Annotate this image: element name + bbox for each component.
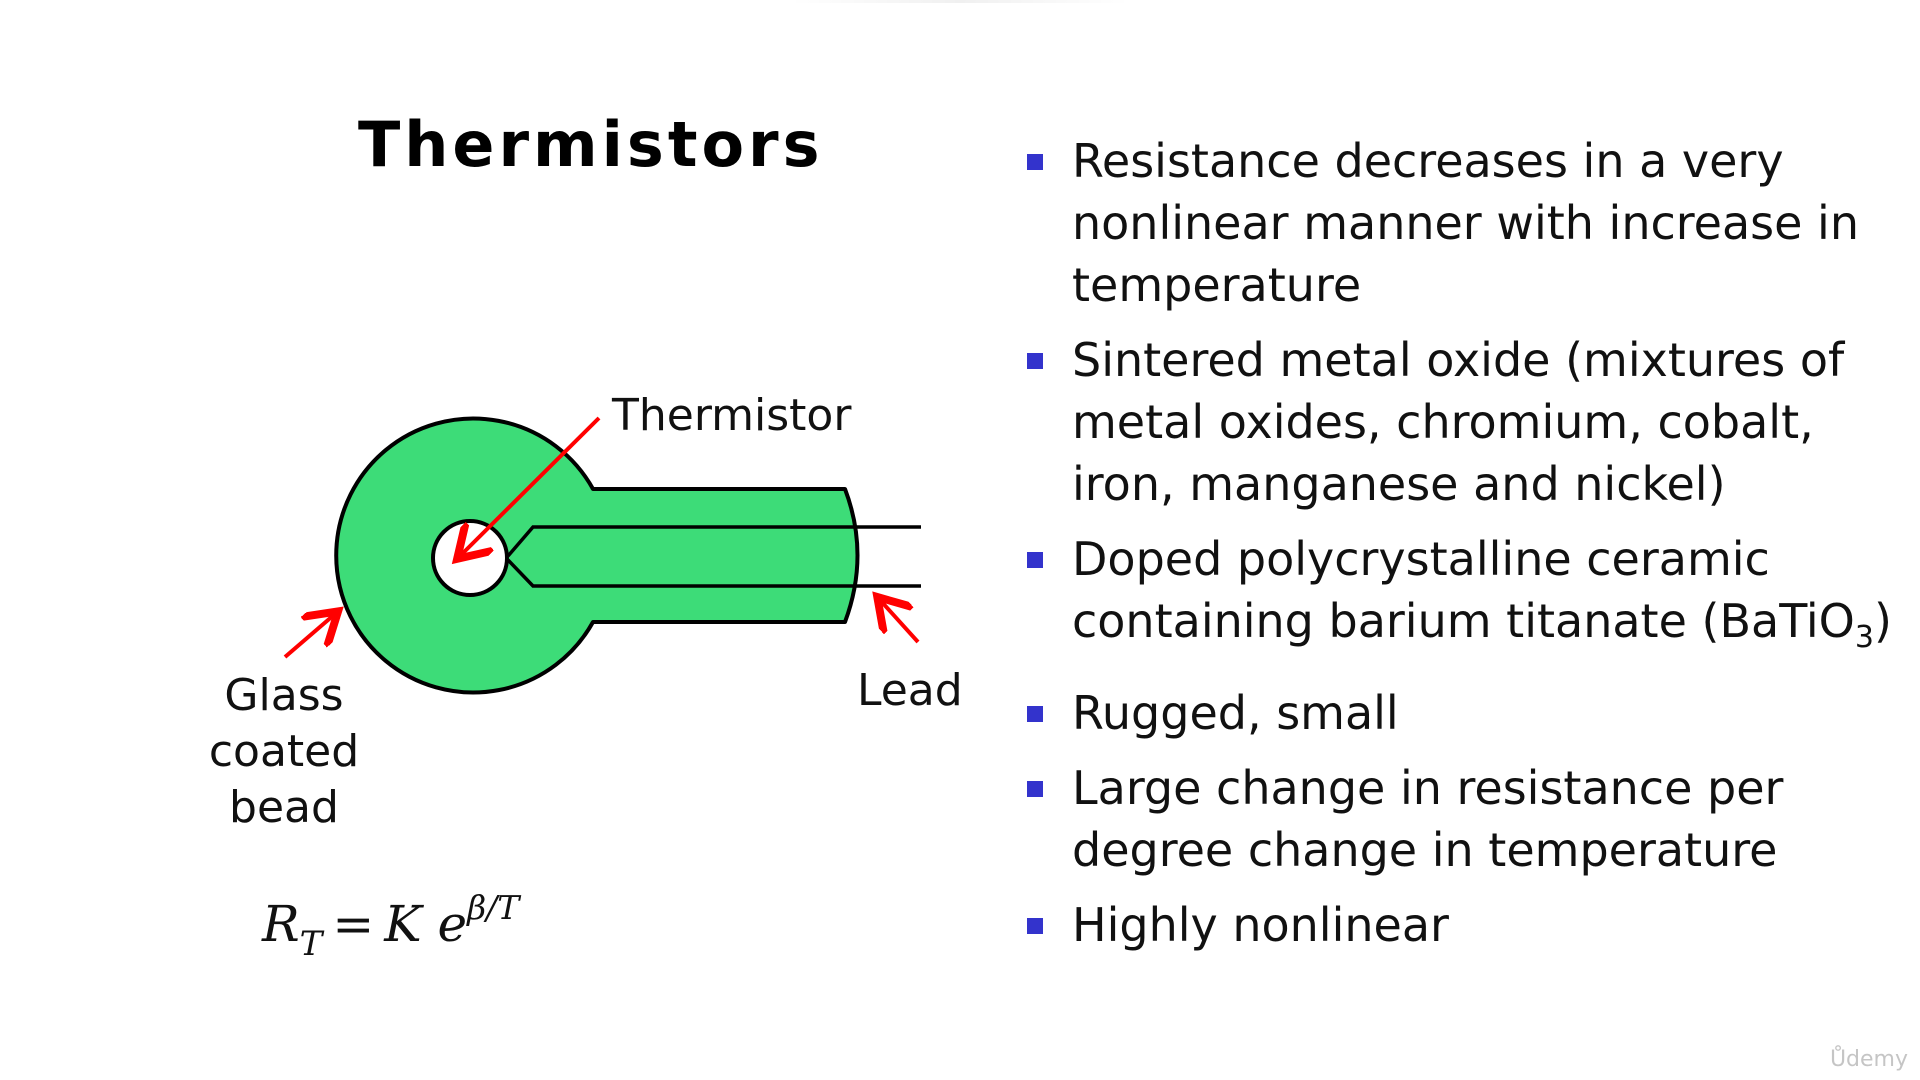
bullet-marker [1027, 781, 1043, 797]
bullet-item: Doped polycrystalline ceramic containing… [1020, 528, 1900, 669]
bullet-marker [1027, 918, 1043, 934]
bullet-item: Resistance decreases in a very nonlinear… [1020, 130, 1900, 316]
udemy-watermark: Ůdemy [1829, 1047, 1908, 1072]
slide-title: Thermistors [358, 108, 824, 181]
thermistor-diagram: Thermistor Glass coated bead Lead [209, 390, 963, 833]
glass-bead-arrow [283, 614, 335, 659]
formula-equals: = [332, 895, 375, 953]
glass-label-line1: Glass [224, 670, 343, 721]
lead-arrow [880, 600, 920, 644]
thermistor-arrow [460, 416, 601, 556]
bullet-text: Large change in resistance per degree ch… [1072, 761, 1784, 877]
bullet-item: Sintered metal oxide (mixtures of metal … [1020, 329, 1900, 515]
bullet-text: Rugged, small [1072, 686, 1399, 740]
bullet-marker [1027, 706, 1043, 722]
lead-wire-bottom [506, 558, 921, 588]
formula-rhs: K e [384, 895, 468, 953]
bullet-text: Doped polycrystalline ceramic containing… [1072, 532, 1855, 648]
bullet-text-end: ) [1873, 594, 1892, 648]
glass-label-line3: bead [229, 782, 339, 833]
top-shadow [790, 0, 1130, 3]
bullet-text: Sintered metal oxide (mixtures of metal … [1072, 333, 1845, 511]
thermistor-bead [431, 519, 509, 597]
glass-label-line2: coated [209, 726, 359, 777]
bullet-item: Highly nonlinear [1020, 894, 1900, 956]
formula-rhs-superscript: β/T [467, 888, 520, 927]
formula-lhs: R [262, 895, 300, 953]
bullet-subscript: 3 [1854, 620, 1874, 655]
lead-label: Lead [857, 665, 963, 716]
bullet-text: Highly nonlinear [1072, 898, 1449, 952]
bullet-list: Resistance decreases in a very nonlinear… [1020, 130, 1900, 969]
bullet-item: Rugged, small [1020, 682, 1900, 744]
glass-coated-bead [334, 416, 860, 695]
bullet-marker [1027, 552, 1043, 568]
bullet-item: Large change in resistance per degree ch… [1020, 757, 1900, 881]
resistance-formula: RT = K eβ/T [262, 888, 519, 964]
bullet-marker [1027, 353, 1043, 369]
formula-lhs-subscript: T [299, 924, 323, 964]
bullet-text: Resistance decreases in a very nonlinear… [1072, 134, 1859, 312]
thermistor-label: Thermistor [611, 390, 852, 441]
bullet-marker [1027, 154, 1043, 170]
lead-wire-top [506, 525, 921, 558]
